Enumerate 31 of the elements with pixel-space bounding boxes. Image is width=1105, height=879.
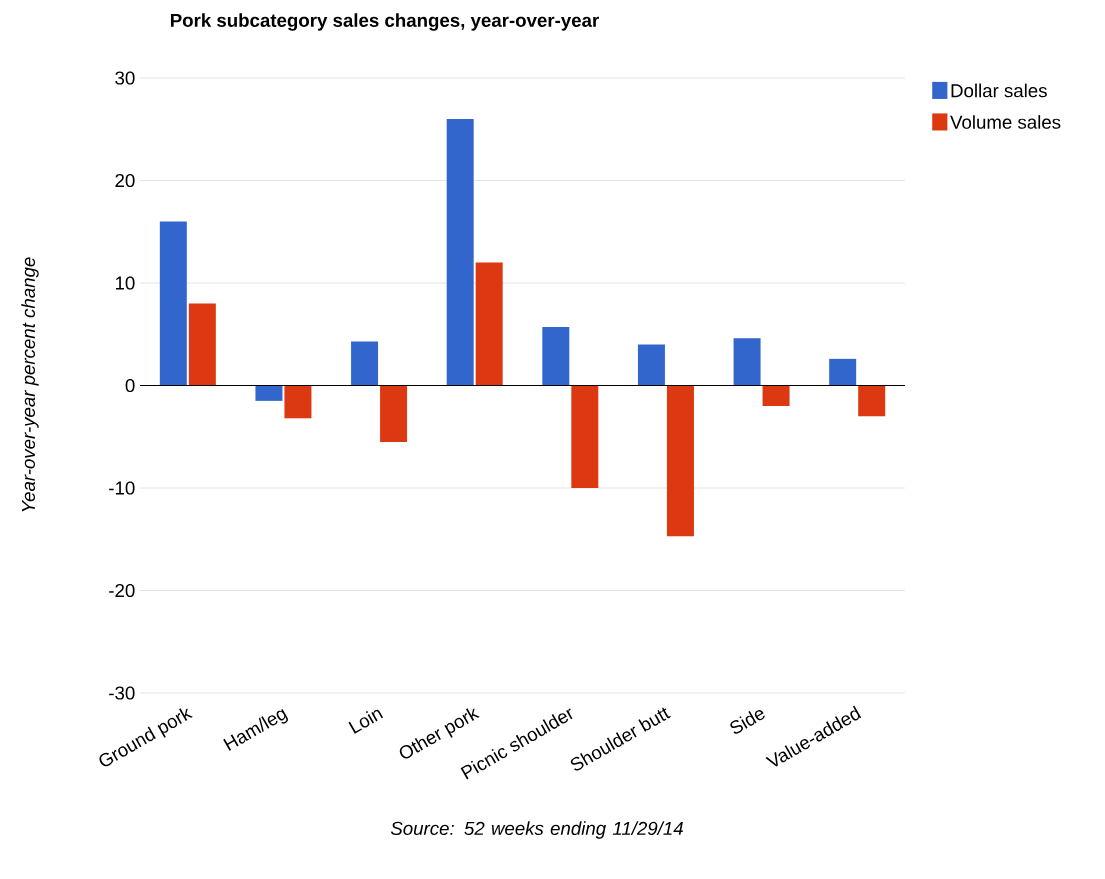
bar	[571, 385, 599, 488]
y-tick-label: -20	[109, 583, 135, 598]
y-tick-label: 20	[115, 173, 135, 188]
bar	[475, 262, 503, 386]
bar	[188, 303, 216, 386]
y-tick-label: 10	[115, 276, 135, 290]
chart-title: Pork subcategory sales changes, year-over-year	[170, 13, 599, 31]
bar	[858, 385, 886, 417]
x-tick-label: Other pork	[399, 708, 480, 759]
y-tick-label: 30	[115, 71, 135, 85]
y-axis-title: Year-over-year percent change	[21, 257, 39, 512]
bar	[542, 327, 570, 386]
y-tick-label: 0	[125, 378, 135, 393]
legend-label: Volume sales	[950, 115, 1061, 129]
legend-label: Dollar sales	[951, 83, 1047, 98]
bar	[637, 344, 665, 386]
bar	[255, 385, 283, 401]
bar	[380, 385, 408, 442]
x-tick-label: Side	[730, 710, 765, 734]
y-tick-label: -10	[109, 481, 135, 495]
bar	[733, 338, 761, 386]
bar	[829, 358, 857, 386]
x-tick-label: Loin	[348, 709, 384, 734]
bar	[446, 119, 474, 386]
source-note: Source: 52 weeks ending 11/29/14	[390, 821, 683, 839]
y-tick-label: -30	[109, 686, 135, 700]
bar	[666, 385, 694, 537]
bar	[159, 221, 187, 386]
bar	[284, 385, 312, 419]
bar	[762, 385, 790, 406]
bar	[351, 341, 379, 386]
